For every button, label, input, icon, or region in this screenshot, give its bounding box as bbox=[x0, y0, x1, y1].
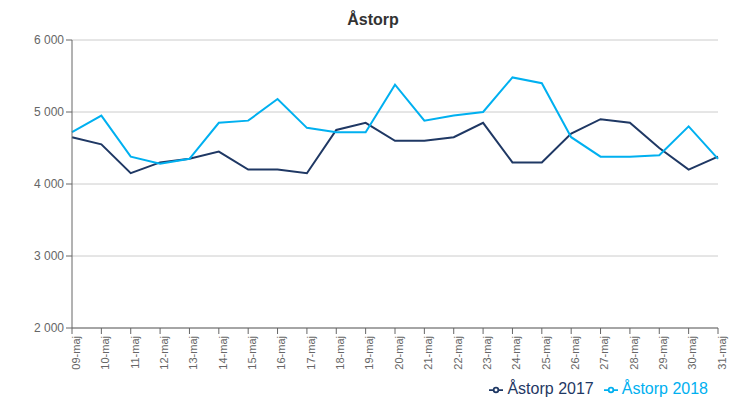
svg-text:26-maj: 26-maj bbox=[569, 336, 581, 370]
svg-text:10-maj: 10-maj bbox=[99, 336, 111, 370]
svg-text:27-maj: 27-maj bbox=[598, 336, 610, 370]
svg-text:15-maj: 15-maj bbox=[246, 336, 258, 370]
html-text:Åstorp 2018: Åstorp 2018 bbox=[621, 380, 708, 397]
svg-text:4 000: 4 000 bbox=[34, 177, 64, 191]
svg-text:29-maj: 29-maj bbox=[657, 336, 669, 370]
svg-text:14-maj: 14-maj bbox=[217, 336, 229, 370]
svg-text:19-maj: 19-maj bbox=[363, 336, 375, 370]
svg-text:3 000: 3 000 bbox=[34, 249, 64, 263]
svg-text:12-maj: 12-maj bbox=[158, 336, 170, 370]
svg-text:5 000: 5 000 bbox=[34, 105, 64, 119]
svg-text:13-maj: 13-maj bbox=[187, 336, 199, 370]
svg-text:23-maj: 23-maj bbox=[481, 336, 493, 370]
svg-text:16-maj: 16-maj bbox=[275, 336, 287, 370]
svg-text:21-maj: 21-maj bbox=[422, 336, 434, 370]
svg-text:17-maj: 17-maj bbox=[305, 336, 317, 370]
svg-text:24-maj: 24-maj bbox=[510, 336, 522, 370]
svg-text:6 000: 6 000 bbox=[34, 33, 64, 47]
svg-text:28-maj: 28-maj bbox=[628, 336, 640, 370]
svg-text:22-maj: 22-maj bbox=[452, 336, 464, 370]
svg-text:30-maj: 30-maj bbox=[686, 336, 698, 370]
svg-text:18-maj: 18-maj bbox=[334, 336, 346, 370]
html-text:Åstorp 2017: Åstorp 2017 bbox=[507, 380, 594, 397]
svg-text:31-maj: 31-maj bbox=[716, 336, 728, 370]
svg-text:20-maj: 20-maj bbox=[393, 336, 405, 370]
html-text:Åstorp: Åstorp bbox=[347, 11, 399, 28]
svg-text:25-maj: 25-maj bbox=[540, 336, 552, 370]
svg-text:11-maj: 11-maj bbox=[129, 336, 141, 369]
svg-text:09-maj: 09-maj bbox=[70, 336, 82, 370]
svg-text:2 000: 2 000 bbox=[34, 321, 64, 335]
